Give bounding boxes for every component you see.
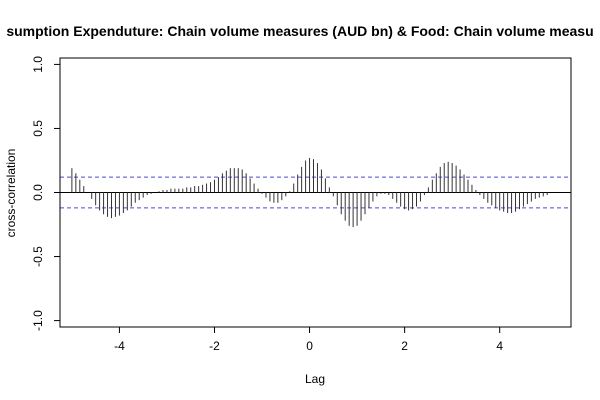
- y-axis: -1.0 -0.5 0.0 0.5 1.0: [31, 56, 61, 331]
- y-tick-label: 0.5: [31, 120, 45, 137]
- y-tick-label: -0.5: [31, 246, 45, 267]
- y-tick-label: -1.0: [31, 310, 45, 331]
- y-tick-label: 0.0: [31, 184, 45, 201]
- plot-area: [59, 57, 572, 328]
- chart-title: sumption Expenduture: Chain volume measu…: [6, 23, 593, 39]
- x-tick-label: 2: [401, 339, 408, 353]
- y-tick-label: 1.0: [31, 56, 45, 73]
- x-tick-label: 0: [306, 339, 313, 353]
- x-tick-label: -4: [114, 339, 125, 353]
- x-axis-label: Lag: [305, 372, 325, 386]
- x-tick-label: -2: [209, 339, 220, 353]
- x-tick-label: 4: [496, 339, 503, 353]
- y-axis-label: cross-correlation: [4, 149, 18, 238]
- x-axis: -4 -2 0 2 4: [114, 326, 503, 353]
